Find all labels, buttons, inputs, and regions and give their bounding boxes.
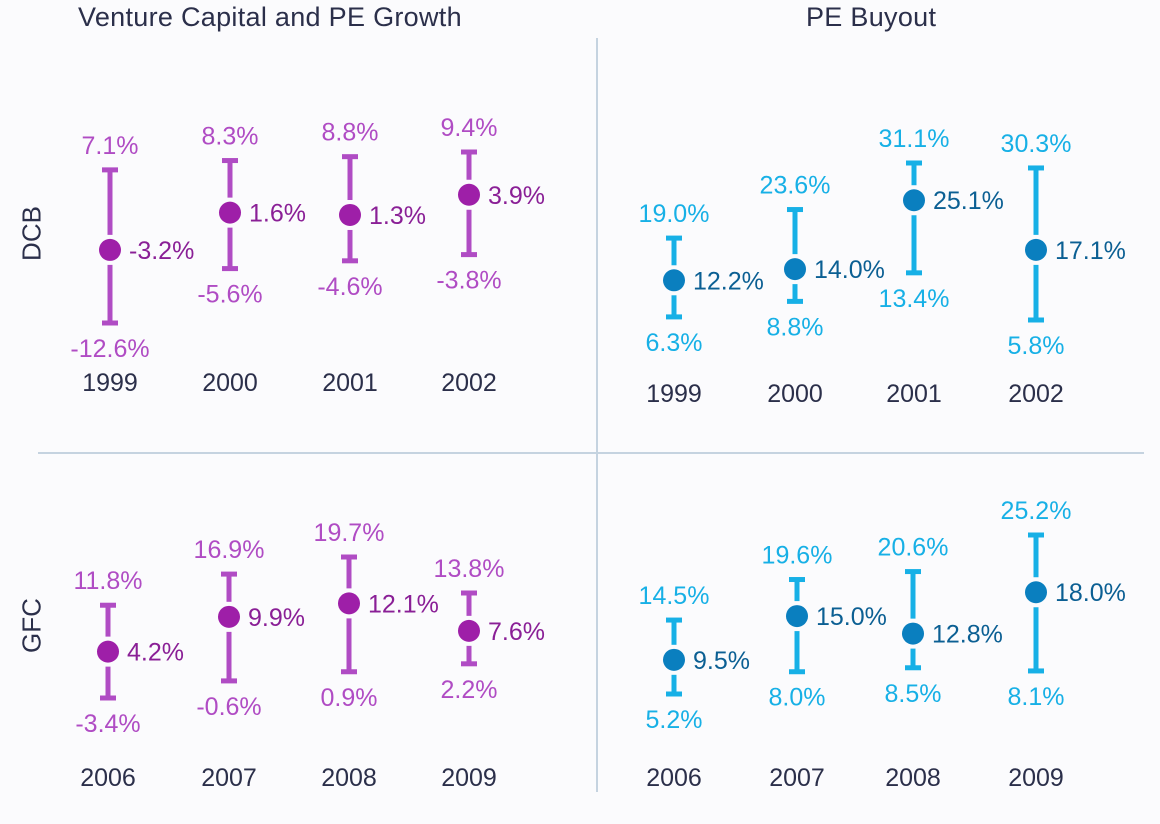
mid-value-label: -3.2%	[129, 237, 194, 265]
mid-value-label: 12.2%	[693, 267, 764, 295]
mid-value-label: 3.9%	[488, 182, 545, 210]
category-tick-label: 2008	[885, 764, 941, 792]
high-value-label: 8.3%	[202, 123, 259, 151]
low-value-label: 8.8%	[767, 313, 824, 341]
mid-value-label: 9.5%	[693, 647, 750, 675]
low-value-label: 8.5%	[885, 680, 942, 708]
mid-value-label: 17.1%	[1055, 237, 1126, 265]
mid-value-label: 18.0%	[1055, 579, 1126, 607]
mid-point-dot	[786, 605, 808, 628]
mid-point-dot	[338, 592, 360, 615]
high-value-label: 19.7%	[314, 519, 385, 547]
low-value-label: 8.1%	[1008, 683, 1065, 711]
mid-point-dot	[784, 258, 806, 281]
left-column-title: Venture Capital and PE Growth	[78, 2, 462, 32]
category-tick-label: 2000	[767, 380, 823, 408]
category-tick-label: 2008	[321, 764, 377, 792]
category-tick-label: 2009	[1008, 764, 1064, 792]
high-value-label: 9.4%	[441, 114, 498, 142]
mid-point-dot	[97, 640, 119, 663]
mid-point-dot	[902, 622, 924, 645]
high-value-label: 7.1%	[82, 132, 139, 160]
mid-point-dot	[458, 619, 480, 642]
low-value-label: 0.9%	[321, 684, 378, 712]
category-tick-label: 2000	[202, 369, 258, 397]
mid-point-dot	[663, 269, 685, 292]
mid-point-dot	[99, 238, 121, 261]
horizontal-divider	[38, 452, 1144, 454]
mid-value-label: 1.3%	[369, 202, 426, 230]
mid-point-dot	[458, 183, 480, 206]
high-value-label: 25.2%	[1001, 497, 1072, 525]
mid-value-label: 12.1%	[368, 590, 439, 618]
low-value-label: -3.4%	[75, 710, 140, 738]
category-tick-label: 2009	[441, 764, 497, 792]
high-value-label: 19.6%	[762, 542, 833, 570]
category-tick-label: 2001	[886, 380, 942, 408]
mid-value-label: 15.0%	[816, 603, 887, 631]
low-value-label: -4.6%	[317, 273, 382, 301]
category-tick-label: 2006	[80, 764, 136, 792]
low-value-label: 6.3%	[646, 329, 703, 357]
high-value-label: 8.8%	[322, 119, 379, 147]
low-value-label: 13.4%	[879, 285, 950, 313]
vertical-divider	[596, 38, 598, 792]
category-tick-label: 2002	[441, 369, 497, 397]
category-tick-label: 2001	[322, 369, 378, 397]
mid-point-dot	[219, 201, 241, 224]
high-value-label: 20.6%	[878, 534, 949, 562]
category-tick-label: 1999	[646, 380, 702, 408]
high-value-label: 23.6%	[760, 172, 831, 200]
low-value-label: 5.2%	[646, 706, 703, 734]
mid-point-dot	[1025, 238, 1047, 261]
low-value-label: 8.0%	[769, 684, 826, 712]
mid-value-label: 12.8%	[932, 621, 1003, 649]
mid-point-dot	[339, 203, 361, 226]
high-value-label: 30.3%	[1001, 130, 1072, 158]
mid-value-label: 1.6%	[249, 200, 306, 228]
low-value-label: 2.2%	[441, 676, 498, 704]
high-value-label: 14.5%	[639, 582, 710, 610]
low-value-label: 5.8%	[1008, 332, 1065, 360]
low-value-label: -0.6%	[196, 693, 261, 721]
category-tick-label: 2002	[1008, 380, 1064, 408]
category-tick-label: 2007	[201, 764, 257, 792]
low-value-label: -12.6%	[70, 335, 149, 363]
high-value-label: 13.8%	[434, 555, 505, 583]
mid-value-label: 4.2%	[127, 639, 184, 667]
category-tick-label: 2007	[769, 764, 825, 792]
mid-value-label: 25.1%	[933, 187, 1004, 215]
mid-value-label: 14.0%	[814, 256, 885, 284]
mid-value-label: 7.6%	[488, 618, 545, 646]
mid-value-label: 9.9%	[248, 604, 305, 632]
category-tick-label: 1999	[82, 369, 138, 397]
high-value-label: 16.9%	[194, 536, 265, 564]
high-value-label: 11.8%	[73, 567, 142, 595]
high-value-label: 31.1%	[879, 125, 950, 153]
low-value-label: -3.8%	[436, 267, 501, 295]
category-tick-label: 2006	[646, 764, 702, 792]
mid-point-dot	[1025, 581, 1047, 604]
right-column-title: PE Buyout	[806, 2, 937, 32]
mid-point-dot	[663, 648, 685, 671]
mid-point-dot	[218, 605, 240, 628]
low-value-label: -5.6%	[197, 281, 262, 309]
high-value-label: 19.0%	[639, 200, 710, 228]
mid-point-dot	[903, 189, 925, 212]
